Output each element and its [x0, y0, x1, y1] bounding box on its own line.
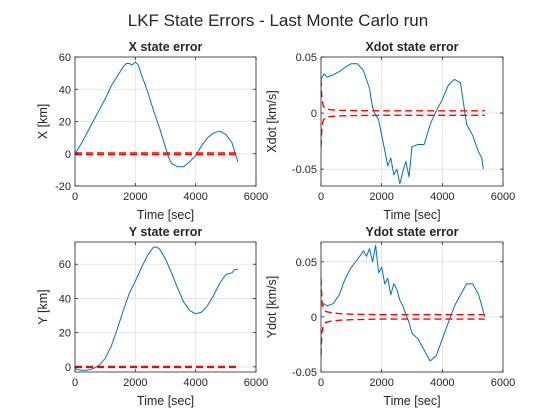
x-axis-label: Time [sec] [383, 208, 440, 222]
x-tick-label: 2000 [369, 191, 393, 203]
x-tick-label: 2000 [123, 377, 147, 389]
subplot-y-state-error: 0 2000 4000 6000 0 20 40 60 Y state error Time [s… [36, 225, 268, 408]
y-tick-label: -0.05 [292, 164, 317, 176]
y-tick-label: 40 [59, 84, 71, 96]
y-axis-label: Ydot [km/s] [265, 276, 279, 339]
y-tick-label: 0.05 [296, 52, 317, 64]
covariance-bound-line [321, 79, 485, 112]
y-tick-label: 40 [59, 293, 71, 305]
y-axis-label: X [km] [36, 104, 50, 139]
state-error-line [321, 63, 484, 185]
x-axis-label: Time [sec] [137, 394, 194, 408]
y-tick-label: 20 [59, 328, 71, 340]
y-tick-label: 0 [65, 362, 71, 374]
plot-area [321, 242, 503, 372]
y-tick-label: 0 [311, 108, 317, 120]
x-tick-label: 6000 [244, 191, 268, 203]
state-error-line [321, 244, 486, 362]
y-tick-label: 60 [59, 52, 71, 64]
x-tick-label: 4000 [183, 377, 207, 389]
axes-box [320, 241, 504, 373]
x-tick-label: 0 [318, 191, 324, 203]
y-tick-label: 60 [59, 259, 71, 271]
covariance-bound-line [321, 114, 485, 147]
x-tick-label: 6000 [491, 191, 515, 203]
state-error-line [75, 61, 239, 168]
plot-series-group [75, 61, 239, 168]
covariance-bound-line [321, 278, 485, 316]
x-tick-label: 4000 [430, 191, 454, 203]
y-tick-label: 0 [65, 149, 71, 161]
subplot-title: Ydot state error [365, 225, 458, 239]
covariance-bound-line [321, 318, 485, 356]
x-tick-label: 0 [318, 377, 324, 389]
y-axis-label: Y [km] [36, 289, 50, 324]
subplot-title: Y state error [129, 225, 203, 239]
subplot-title: X state error [129, 40, 203, 54]
plot-area [321, 57, 503, 186]
y-tick-label: -20 [55, 181, 71, 193]
subplot-xdot-state-error: 0 2000 4000 6000 -0.05 0 0.05 Xdot state error T… [265, 40, 515, 222]
y-tick-label: 0.05 [296, 257, 317, 269]
x-tick-label: 6000 [244, 377, 268, 389]
subplot-title: Xdot state error [365, 40, 458, 54]
y-tick-label: -0.05 [292, 367, 317, 379]
x-axis-label: Time [sec] [137, 208, 194, 222]
x-tick-label: 4000 [430, 377, 454, 389]
plot-series-group [321, 63, 485, 185]
state-error-line [75, 246, 238, 371]
axes-box [320, 56, 504, 187]
y-tick-label: 20 [59, 117, 71, 129]
y-axis-label: Xdot [km/s] [265, 90, 279, 153]
x-tick-label: 0 [72, 191, 78, 203]
x-tick-label: 6000 [491, 377, 515, 389]
figure-title: LKF State Errors - Last Monte Carlo run [128, 11, 428, 30]
plot-series-group [75, 246, 238, 371]
x-axis-label: Time [sec] [383, 394, 440, 408]
axes-box [74, 241, 257, 373]
y-tick-label: 0 [311, 312, 317, 324]
x-tick-label: 4000 [183, 191, 207, 203]
x-tick-label: 2000 [123, 191, 147, 203]
x-tick-label: 2000 [369, 377, 393, 389]
plot-area [75, 242, 256, 372]
x-tick-label: 0 [72, 377, 78, 389]
plot-series-group [321, 244, 486, 362]
